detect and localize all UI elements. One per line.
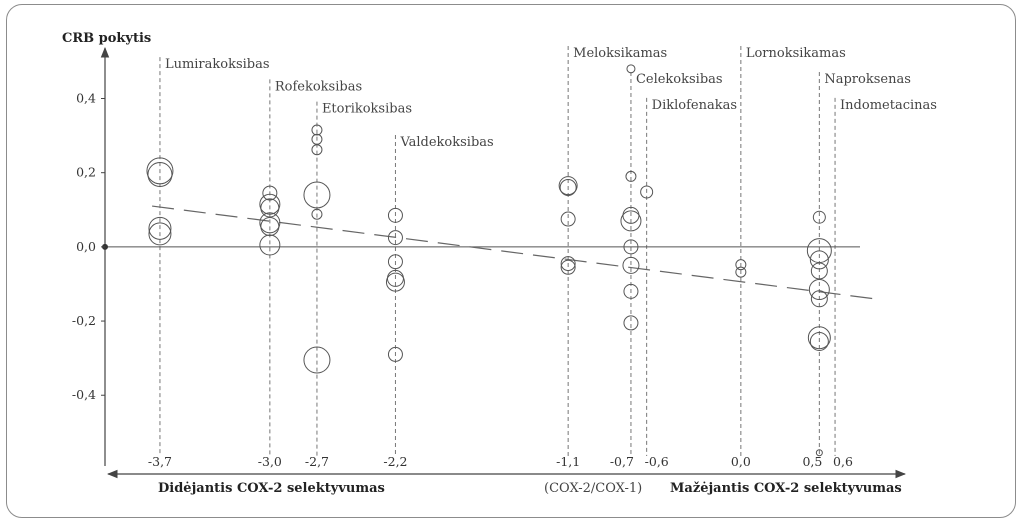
data-point-3 (148, 222, 172, 246)
data-point-46 (815, 449, 823, 457)
data-point-27 (626, 64, 636, 74)
drug-label-2: Etorikoksibas (322, 102, 412, 117)
drug-label-0: Lumirakoksibas (165, 57, 270, 72)
data-point-38 (812, 210, 826, 224)
data-point-17 (387, 230, 403, 246)
y-axis-title: CRB pokytis (62, 31, 151, 46)
x-axis-title-left: Didėjantis COX-2 selektyvumas (158, 481, 385, 496)
y-tick-label-0: 0,4 (76, 91, 96, 106)
x-tick-label-6: -0,6 (645, 454, 669, 469)
drug-label-3: Valdekoksibas (399, 135, 493, 150)
data-point-31 (623, 239, 639, 255)
data-point-14 (311, 208, 323, 220)
x-tick-label-0: -3,7 (148, 454, 172, 469)
x-tick-label-8: 0,5 (802, 454, 822, 469)
data-point-26 (560, 259, 576, 275)
data-point-12 (311, 144, 323, 156)
data-point-25 (560, 256, 576, 272)
data-point-0 (146, 157, 174, 185)
x-axis-title-right: Mažėjantis COX-2 selektyvumas (670, 481, 902, 496)
data-point-9 (259, 234, 281, 256)
data-point-7 (259, 212, 281, 234)
data-point-43 (810, 290, 828, 308)
drug-label-6: Diklofenakas (652, 98, 737, 113)
data-point-15 (303, 346, 331, 374)
drug-label-5: Celekoksibas (636, 72, 723, 87)
x-tick-label-5: -0,7 (610, 454, 634, 469)
data-point-5 (259, 193, 281, 215)
data-point-45 (809, 331, 829, 351)
x-tick-label-9: 0,6 (833, 454, 853, 469)
data-point-10 (311, 124, 323, 136)
drug-label-9: Indometacinas (840, 98, 937, 113)
data-point-33 (623, 283, 639, 299)
x-tick-label-1: -3,0 (258, 454, 282, 469)
drug-label-1: Rofekoksibas (275, 79, 362, 94)
drug-label-7: Lornoksikamas (746, 46, 846, 61)
data-point-42 (808, 279, 830, 301)
data-point-4 (262, 185, 278, 201)
data-point-44 (807, 326, 831, 350)
data-point-20 (385, 272, 405, 292)
data-point-28 (625, 170, 637, 182)
data-point-34 (623, 315, 639, 331)
x-axis-title-ratio: (COX-2/COX-1) (544, 481, 642, 496)
data-point-40 (809, 250, 829, 270)
x-tick-label-2: -2,7 (305, 454, 329, 469)
x-tick-label-7: 0,0 (731, 454, 751, 469)
data-point-23 (559, 179, 577, 197)
data-point-35 (640, 185, 654, 199)
data-point-2 (148, 216, 172, 240)
data-point-1 (147, 162, 173, 188)
data-point-30 (620, 210, 642, 232)
y-tick-label-4: -0,4 (72, 387, 96, 402)
y-tick-label-3: -0,2 (72, 313, 96, 328)
data-point-13 (303, 181, 331, 209)
y-tick-label-1: 0,2 (76, 165, 96, 180)
data-point-24 (560, 211, 576, 227)
trend-line (152, 205, 875, 300)
x-tick-label-4: -1,1 (556, 454, 580, 469)
data-point-22 (558, 176, 578, 196)
data-point-6 (260, 198, 280, 218)
data-point-18 (387, 254, 403, 270)
chart-frame (6, 4, 1016, 518)
y-tick-label-2: 0,0 (76, 239, 96, 254)
data-point-32 (622, 256, 640, 274)
data-point-16 (387, 207, 403, 223)
data-point-41 (810, 262, 828, 280)
drug-label-8: Naproksenas (824, 72, 911, 87)
drug-label-4: Meloksikamas (573, 46, 667, 61)
data-point-37 (735, 266, 747, 278)
data-point-36 (735, 259, 747, 271)
x-tick-label-3: -2,2 (383, 454, 407, 469)
data-point-21 (387, 346, 403, 362)
